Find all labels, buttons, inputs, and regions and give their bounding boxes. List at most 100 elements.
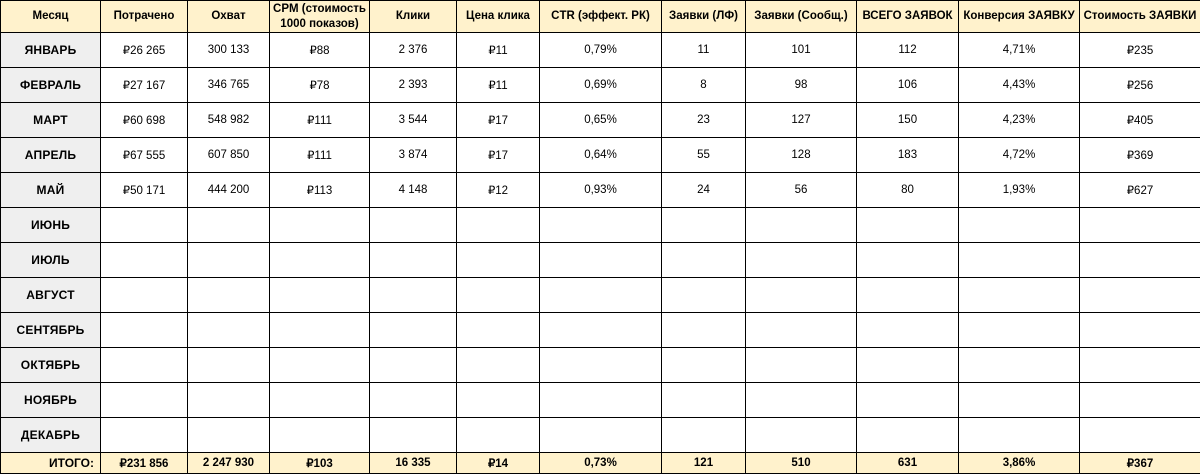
data-cell[interactable]: 0,69%	[539, 67, 662, 103]
data-cell[interactable]: 300 133	[187, 32, 270, 68]
data-cell[interactable]	[856, 417, 959, 453]
data-cell[interactable]	[958, 417, 1080, 453]
data-cell[interactable]	[187, 277, 270, 313]
data-cell[interactable]: ₽60 698	[100, 102, 188, 138]
data-cell[interactable]: 607 850	[187, 137, 270, 173]
data-cell[interactable]: 0,93%	[539, 172, 662, 208]
column-header-9[interactable]: ВСЕГО ЗАЯВОК	[856, 0, 959, 33]
data-cell[interactable]	[745, 312, 857, 348]
data-cell[interactable]	[661, 347, 746, 383]
data-cell[interactable]	[269, 417, 370, 453]
month-cell[interactable]: ИЮЛЬ	[0, 242, 101, 278]
data-cell[interactable]: 548 982	[187, 102, 270, 138]
data-cell[interactable]: 183	[856, 137, 959, 173]
data-cell[interactable]: 128	[745, 137, 857, 173]
column-header-0[interactable]: Месяц	[0, 0, 101, 33]
data-cell[interactable]: 1,93%	[958, 172, 1080, 208]
column-header-2[interactable]: Охват	[187, 0, 270, 33]
data-cell[interactable]	[456, 207, 540, 243]
total-cell[interactable]: 631	[856, 452, 959, 474]
data-cell[interactable]	[100, 417, 188, 453]
data-cell[interactable]	[456, 347, 540, 383]
total-cell[interactable]: 121	[661, 452, 746, 474]
data-cell[interactable]	[187, 207, 270, 243]
data-cell[interactable]: ₽17	[456, 137, 540, 173]
data-cell[interactable]: 23	[661, 102, 746, 138]
month-cell[interactable]: АВГУСТ	[0, 277, 101, 313]
data-cell[interactable]	[856, 242, 959, 278]
data-cell[interactable]	[456, 242, 540, 278]
data-cell[interactable]: 3 874	[369, 137, 457, 173]
data-cell[interactable]: ₽67 555	[100, 137, 188, 173]
column-header-10[interactable]: Конверсия ЗАЯВКУ	[958, 0, 1080, 33]
data-cell[interactable]	[187, 417, 270, 453]
data-cell[interactable]	[100, 207, 188, 243]
data-cell[interactable]: ₽11	[456, 32, 540, 68]
data-cell[interactable]	[958, 207, 1080, 243]
data-cell[interactable]	[1079, 207, 1200, 243]
data-cell[interactable]: ₽627	[1079, 172, 1200, 208]
data-cell[interactable]: ₽111	[269, 102, 370, 138]
data-cell[interactable]	[958, 277, 1080, 313]
data-cell[interactable]	[369, 277, 457, 313]
data-cell[interactable]	[958, 242, 1080, 278]
data-cell[interactable]: 4,71%	[958, 32, 1080, 68]
data-cell[interactable]	[100, 242, 188, 278]
data-cell[interactable]	[1079, 242, 1200, 278]
data-cell[interactable]	[269, 242, 370, 278]
data-cell[interactable]	[456, 417, 540, 453]
data-cell[interactable]	[539, 277, 662, 313]
data-cell[interactable]	[745, 347, 857, 383]
data-cell[interactable]	[745, 417, 857, 453]
data-cell[interactable]: 101	[745, 32, 857, 68]
month-cell[interactable]: НОЯБРЬ	[0, 382, 101, 418]
data-cell[interactable]	[456, 382, 540, 418]
data-cell[interactable]: ₽369	[1079, 137, 1200, 173]
data-cell[interactable]	[661, 382, 746, 418]
data-cell[interactable]	[269, 207, 370, 243]
data-cell[interactable]: 0,65%	[539, 102, 662, 138]
data-cell[interactable]: 112	[856, 32, 959, 68]
total-cell[interactable]: 0,73%	[539, 452, 662, 474]
data-cell[interactable]: 2 393	[369, 67, 457, 103]
data-cell[interactable]: 0,79%	[539, 32, 662, 68]
data-cell[interactable]	[539, 242, 662, 278]
data-cell[interactable]: ₽17	[456, 102, 540, 138]
data-cell[interactable]: 2 376	[369, 32, 457, 68]
data-cell[interactable]	[100, 382, 188, 418]
data-cell[interactable]	[100, 347, 188, 383]
total-cell[interactable]: ₽231 856	[100, 452, 188, 474]
total-cell[interactable]: ₽367	[1079, 452, 1200, 474]
data-cell[interactable]	[369, 382, 457, 418]
data-cell[interactable]	[1079, 347, 1200, 383]
data-cell[interactable]: 11	[661, 32, 746, 68]
month-cell[interactable]: ОКТЯБРЬ	[0, 347, 101, 383]
total-cell[interactable]: 3,86%	[958, 452, 1080, 474]
data-cell[interactable]	[369, 207, 457, 243]
column-header-11[interactable]: Стоимость ЗАЯВКИ	[1079, 0, 1200, 33]
data-cell[interactable]	[661, 277, 746, 313]
data-cell[interactable]: ₽78	[269, 67, 370, 103]
data-cell[interactable]	[745, 277, 857, 313]
column-header-8[interactable]: Заявки (Сообщ.)	[745, 0, 857, 33]
data-cell[interactable]	[100, 277, 188, 313]
data-cell[interactable]: 55	[661, 137, 746, 173]
data-cell[interactable]	[1079, 277, 1200, 313]
data-cell[interactable]	[661, 417, 746, 453]
data-cell[interactable]	[856, 207, 959, 243]
data-cell[interactable]: ₽26 265	[100, 32, 188, 68]
data-cell[interactable]	[539, 382, 662, 418]
data-cell[interactable]: 24	[661, 172, 746, 208]
column-header-3[interactable]: CPM (стоимость 1000 показов)	[269, 0, 370, 33]
data-cell[interactable]: 8	[661, 67, 746, 103]
data-cell[interactable]	[661, 207, 746, 243]
month-cell[interactable]: ЯНВАРЬ	[0, 32, 101, 68]
data-cell[interactable]: ₽27 167	[100, 67, 188, 103]
data-cell[interactable]: 56	[745, 172, 857, 208]
data-cell[interactable]	[269, 277, 370, 313]
data-cell[interactable]: 4,72%	[958, 137, 1080, 173]
total-cell[interactable]: ₽14	[456, 452, 540, 474]
data-cell[interactable]: 106	[856, 67, 959, 103]
data-cell[interactable]	[187, 347, 270, 383]
data-cell[interactable]	[745, 242, 857, 278]
